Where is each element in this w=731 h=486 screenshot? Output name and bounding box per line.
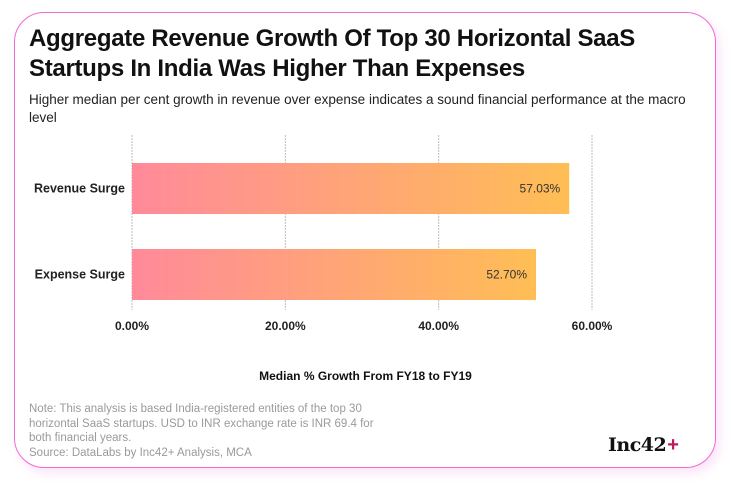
x-tick-label: 60.00% [572, 319, 613, 333]
category-label: Revenue Surge [34, 182, 125, 196]
bar-expense-surge [132, 249, 537, 300]
bar-revenue-surge [132, 163, 570, 214]
data-label: 52.70% [486, 268, 527, 282]
category-label: Expense Surge [35, 268, 125, 282]
chart-subtitle: Higher median per cent growth in revenue… [29, 92, 686, 125]
logo-text: Inc42 [608, 434, 667, 456]
inc42-logo: Inc42+ [608, 434, 679, 457]
x-tick-label: 40.00% [418, 319, 459, 333]
source-text: Source: DataLabs by Inc42+ Analysis, MCA [29, 446, 252, 459]
x-axis-title: Median % Growth From FY18 to FY19 [259, 369, 472, 383]
x-tick-label: 0.00% [115, 319, 149, 333]
chart-title: Aggregate Revenue Growth Of Top 30 Horiz… [29, 25, 635, 82]
x-tick-label: 20.00% [265, 319, 306, 333]
note-text: Note: This analysis is based India-regis… [29, 403, 374, 444]
chart-card [14, 12, 716, 468]
data-label: 57.03% [520, 182, 561, 196]
logo-plus-icon: + [667, 434, 679, 456]
footnote: Note: This analysis is based India-regis… [29, 402, 389, 460]
